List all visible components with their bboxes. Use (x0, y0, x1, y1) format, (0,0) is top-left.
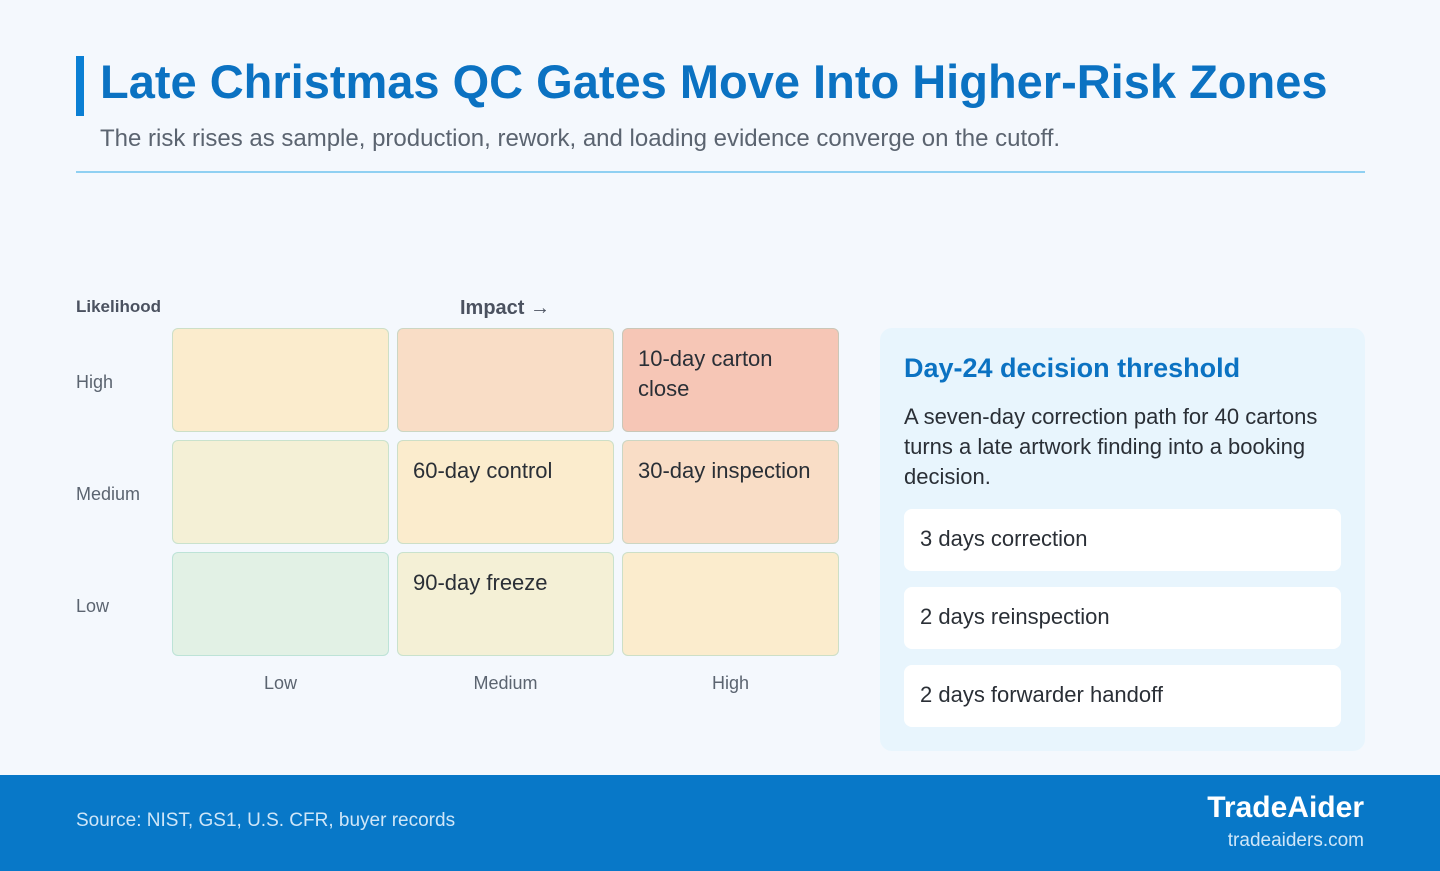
y-axis-title: Likelihood (76, 297, 161, 316)
footer: Source: NIST, GS1, U.S. CFR, buyer recor… (0, 775, 1440, 871)
page-title: Late Christmas QC Gates Move Into Higher… (100, 55, 1328, 108)
col-label-medium: Medium (473, 673, 538, 693)
source-note: Source: NIST, GS1, U.S. CFR, buyer recor… (76, 810, 456, 831)
step-forwarder-handoff: 2 days forwarder handoff (904, 665, 1341, 727)
step-reinspection: 2 days reinspection (904, 587, 1341, 649)
brand-name: TradeAider (1207, 791, 1364, 824)
heatmap-cell-low-medium: 90-day freeze (397, 552, 614, 656)
heatmap-cell-medium-low (172, 440, 389, 544)
panel-description: A seven-day correction path for 40 carto… (904, 404, 1318, 489)
heatmap-cell-medium-medium: 60-day control (397, 440, 614, 544)
heatmap-cell-high-low (172, 328, 389, 432)
heatmap-cell-high-high: 10-day carton close (622, 328, 839, 432)
row-label-high: High (76, 372, 114, 392)
decision-panel: Day-24 decision threshold A seven-day co… (880, 328, 1365, 751)
heatmap-cell-medium-high: 30-day inspection (622, 440, 839, 544)
brand-url: tradeaiders.com (1227, 830, 1364, 851)
heatmap-cell-low-low (172, 552, 389, 656)
row-label-medium: Medium (76, 484, 141, 504)
heatmap-cell-low-high (622, 552, 839, 656)
page-subtitle: The risk rises as sample, production, re… (100, 125, 1061, 152)
col-label-low: Low (263, 673, 298, 693)
title-accent-bar (76, 56, 84, 116)
step-correction: 3 days correction (904, 509, 1341, 571)
row-label-low: Low (76, 596, 110, 616)
heatmap-cell-high-medium (397, 328, 614, 432)
panel-title: Day-24 decision threshold (904, 353, 1241, 383)
x-axis-title: Impact → (460, 297, 551, 319)
col-label-high: High (711, 673, 750, 693)
header-divider (76, 171, 1365, 173)
